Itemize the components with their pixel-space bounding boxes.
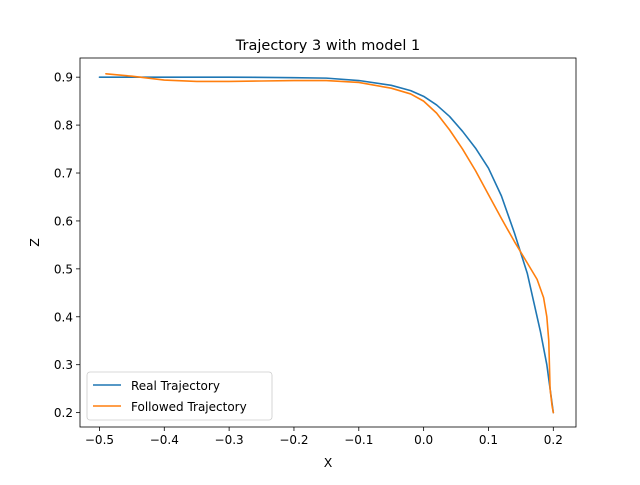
x-tick-label: −0.4 <box>150 433 179 447</box>
chart-title: Trajectory 3 with model 1 <box>235 38 420 54</box>
x-tick-label: −0.2 <box>279 433 308 447</box>
x-tick-label: 0.2 <box>544 433 563 447</box>
y-tick-label: 0.8 <box>54 119 73 133</box>
series-line-real-trajectory <box>98 76 555 414</box>
x-axis-label: X <box>324 455 333 470</box>
y-tick-label: 0.7 <box>54 167 73 181</box>
y-axis: 0.2 0.3 0.4 0.5 0.6 0.7 0.8 0.9 <box>54 71 80 420</box>
legend: Real Trajectory Followed Trajectory <box>86 371 273 421</box>
legend-box <box>86 371 273 421</box>
y-tick-label: 0.3 <box>54 358 73 372</box>
series-line-followed-trajectory <box>105 73 555 414</box>
x-tick-label: −0.5 <box>85 433 114 447</box>
y-axis-label: Z <box>27 238 42 247</box>
y-tick-label: 0.2 <box>54 406 73 420</box>
y-tick-label: 0.6 <box>54 214 73 228</box>
x-tick-label: 0.0 <box>414 433 433 447</box>
x-tick-label: −0.3 <box>215 433 244 447</box>
y-tick-label: 0.4 <box>54 310 73 324</box>
series-layer <box>98 73 555 414</box>
legend-label-real-trajectory: Real Trajectory <box>131 379 220 393</box>
plot-frame <box>79 57 577 428</box>
legend-label-followed-trajectory: Followed Trajectory <box>131 400 247 414</box>
x-axis: −0.5 −0.4 −0.3 −0.2 −0.1 0.0 0.1 0.2 <box>85 427 563 447</box>
y-tick-label: 0.9 <box>54 71 73 85</box>
x-tick-label: −0.1 <box>344 433 373 447</box>
plot-area <box>80 58 576 427</box>
y-tick-label: 0.5 <box>54 262 73 276</box>
x-tick-label: 0.1 <box>479 433 498 447</box>
